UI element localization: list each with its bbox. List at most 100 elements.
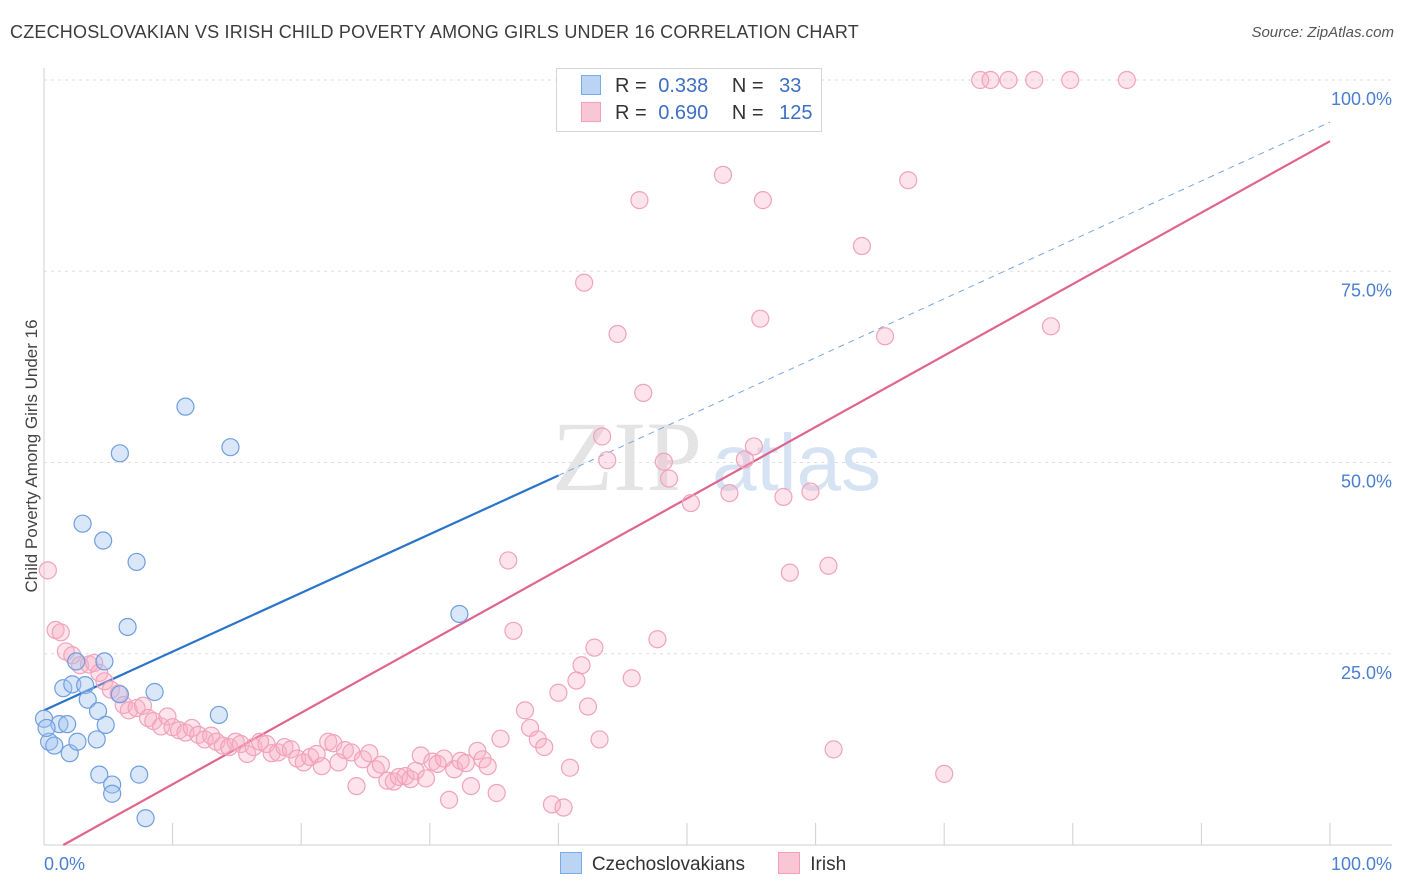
watermark-atlas: atlas bbox=[712, 418, 881, 507]
irish-point bbox=[659, 469, 679, 488]
czech-point bbox=[145, 682, 164, 702]
irish-point bbox=[189, 725, 208, 744]
irish-point bbox=[572, 656, 591, 675]
irish-point bbox=[360, 744, 379, 763]
irish-point bbox=[598, 451, 617, 470]
czech-point bbox=[67, 652, 86, 671]
irish-swatch bbox=[581, 102, 601, 122]
irish-point bbox=[139, 708, 158, 728]
irish-point bbox=[347, 776, 366, 796]
irish-point bbox=[585, 638, 604, 657]
x-tick-label-min: 0.0% bbox=[44, 854, 85, 874]
irish-point bbox=[852, 236, 871, 256]
irish-point bbox=[608, 324, 627, 344]
irish-point bbox=[575, 273, 594, 292]
irish-point bbox=[1041, 317, 1061, 336]
czech-point bbox=[130, 765, 149, 784]
irish-point bbox=[281, 740, 301, 759]
irish-points bbox=[38, 70, 1136, 817]
irish-point bbox=[542, 795, 562, 814]
czech-point bbox=[136, 809, 155, 828]
axes bbox=[43, 68, 1392, 846]
czech-point bbox=[37, 718, 56, 738]
irish-point bbox=[499, 551, 518, 570]
czech-swatch bbox=[581, 75, 601, 95]
irish-point bbox=[824, 740, 843, 759]
irish-point bbox=[935, 764, 954, 783]
czech-point bbox=[103, 775, 122, 794]
gridlines bbox=[44, 79, 1392, 655]
irish-point bbox=[999, 70, 1018, 90]
irish-point bbox=[158, 707, 177, 726]
legend-stats: R = 0.338 N = 33 R = 0.690 N = 125 bbox=[556, 68, 822, 132]
irish-r-label: R = bbox=[615, 102, 647, 124]
x-tick-label-max: 100.0% bbox=[1331, 854, 1392, 874]
czech-n-label: N = bbox=[731, 75, 764, 97]
y-axis-label: Child Poverty Among Girls Under 16 bbox=[22, 319, 41, 593]
irish-point bbox=[981, 70, 1000, 90]
irish-point bbox=[378, 771, 397, 790]
irish-r-value: 0.690 bbox=[658, 102, 709, 124]
irish-point bbox=[713, 165, 733, 184]
irish-point bbox=[744, 437, 763, 456]
chart-title: CZECHOSLOVAKIAN VS IRISH CHILD POVERTY A… bbox=[10, 22, 859, 42]
irish-trend-line bbox=[62, 140, 1331, 846]
irish-point bbox=[774, 487, 793, 507]
trend-lines bbox=[43, 121, 1331, 846]
irish-point bbox=[51, 623, 70, 642]
irish-point bbox=[567, 671, 586, 690]
czech-legend-swatch bbox=[559, 852, 582, 874]
irish-point bbox=[535, 737, 554, 757]
czech-point bbox=[221, 438, 240, 457]
czech-point bbox=[110, 685, 129, 704]
irish-point bbox=[478, 757, 497, 776]
irish-point bbox=[578, 697, 598, 716]
czech-point bbox=[63, 675, 82, 694]
y-tick-label: 100.0% bbox=[1331, 89, 1392, 109]
czech-point bbox=[88, 702, 108, 721]
y-tick-label: 75.0% bbox=[1341, 280, 1392, 300]
legend-row-czech: R = 0.338 N = 33 bbox=[581, 75, 801, 98]
legend-item-irish[interactable]: Irish bbox=[778, 852, 846, 876]
legend-item-czech[interactable]: Czechoslovakians bbox=[559, 852, 745, 876]
irish-n-label: N = bbox=[731, 102, 764, 124]
irish-point bbox=[622, 669, 641, 688]
czech-point bbox=[68, 732, 87, 751]
irish-point bbox=[515, 701, 535, 720]
irish-point bbox=[554, 798, 573, 817]
irish-point bbox=[753, 191, 772, 210]
irish-point bbox=[342, 743, 361, 762]
irish-point bbox=[648, 630, 667, 649]
czech-point bbox=[73, 514, 92, 533]
irish-point bbox=[875, 327, 895, 346]
czech-point bbox=[450, 604, 469, 624]
irish-point bbox=[238, 744, 257, 764]
irish-point bbox=[439, 790, 459, 809]
irish-point bbox=[630, 191, 649, 210]
irish-point bbox=[396, 767, 415, 786]
czech-trend-extension bbox=[558, 121, 1331, 476]
irish-point bbox=[416, 769, 436, 788]
czech-point bbox=[110, 444, 129, 463]
czech-point bbox=[54, 679, 73, 698]
czech-point bbox=[90, 765, 109, 784]
irish-point bbox=[182, 718, 201, 738]
irish-point bbox=[590, 730, 609, 749]
czech-point bbox=[103, 784, 122, 803]
irish-point bbox=[720, 484, 739, 503]
y-tick-label: 25.0% bbox=[1341, 663, 1392, 683]
irish-point bbox=[491, 729, 510, 748]
irish-point bbox=[735, 450, 754, 469]
czech-point bbox=[87, 730, 106, 749]
czech-point bbox=[95, 652, 114, 671]
irish-point bbox=[1061, 70, 1080, 90]
czech-point bbox=[45, 736, 64, 755]
y-tick-label: 50.0% bbox=[1341, 472, 1392, 492]
czech-r-label: R = bbox=[615, 75, 647, 97]
irish-point bbox=[654, 452, 673, 471]
irish-n-value: 125 bbox=[779, 102, 813, 124]
irish-point bbox=[312, 757, 331, 776]
irish-point bbox=[549, 683, 568, 702]
czech-point bbox=[127, 552, 146, 572]
